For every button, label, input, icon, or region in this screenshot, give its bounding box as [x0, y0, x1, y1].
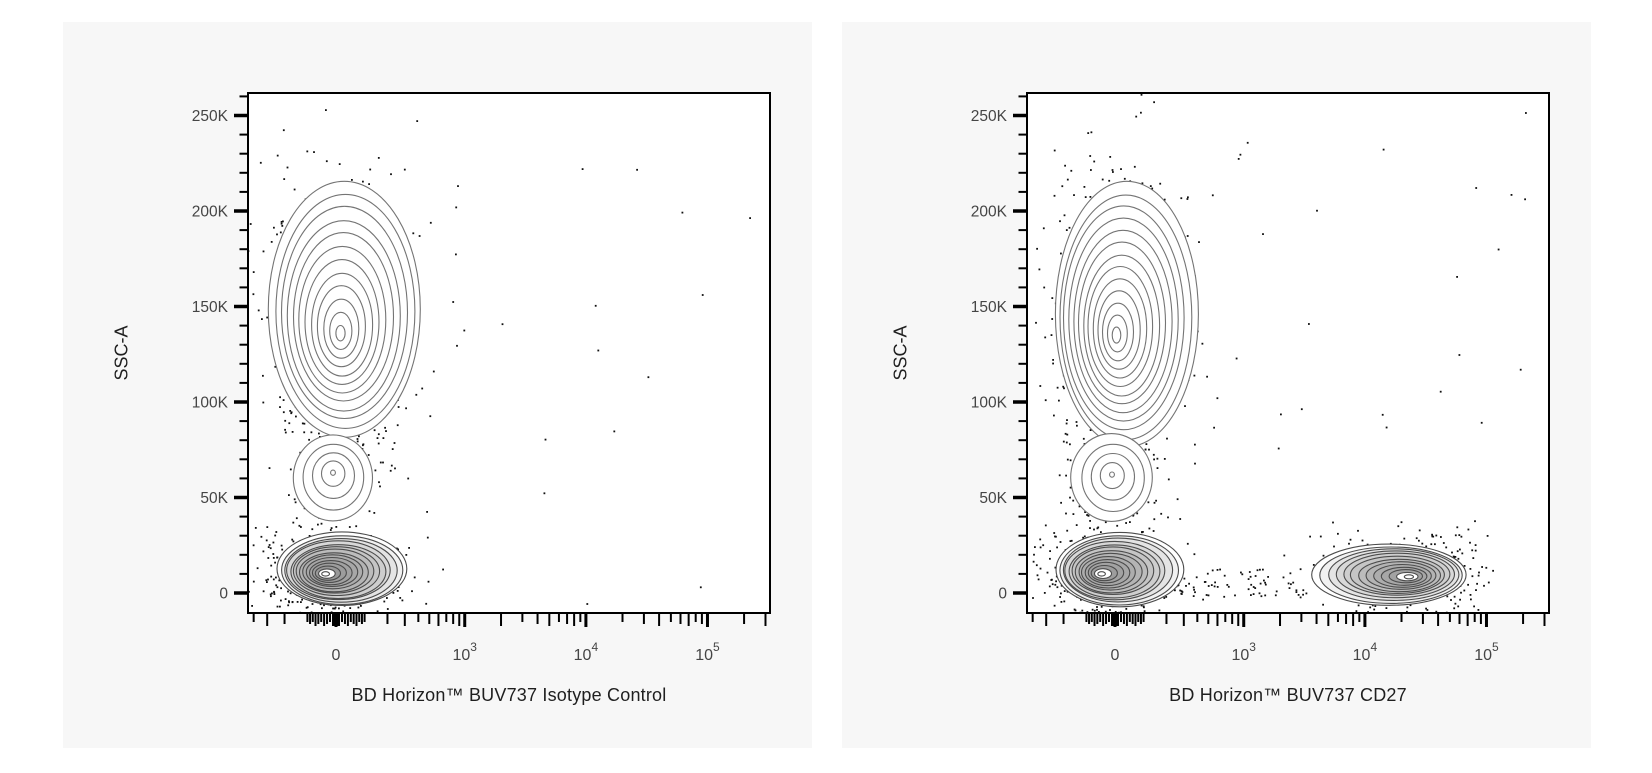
y-axis-ticks	[1013, 95, 1026, 595]
y-tick-label: 100K	[971, 395, 1008, 412]
y-axis-title: SSC-A	[890, 325, 911, 381]
y-tick-label: 0	[219, 586, 228, 603]
x-tick-label: 105	[695, 640, 720, 664]
x-tick-label: 103	[452, 640, 477, 664]
x-tick-label: 0	[1111, 647, 1120, 664]
x-tick-label: 0	[332, 647, 341, 664]
y-tick-label: 50K	[979, 490, 1007, 507]
y-tick-label: 200K	[192, 204, 229, 221]
y-axis-title: SSC-A	[111, 325, 132, 381]
x-tick-label: 104	[574, 640, 599, 664]
x-tick-label: 104	[1353, 640, 1378, 664]
y-axis-ticks	[234, 95, 247, 595]
plot-panel-cd27: 0 103 104 105 0 50K 100K 150K 200K 250K SSC-A BD …	[842, 22, 1591, 748]
plot-frame	[247, 92, 771, 614]
y-tick-label: 200K	[971, 204, 1008, 221]
x-axis-title: BD Horizon™ BUV737 Isotype Control	[351, 685, 667, 705]
x-axis-ticks	[1031, 614, 1546, 627]
x-tick-label: 105	[1474, 640, 1499, 664]
x-axis-title: BD Horizon™ BUV737 CD27	[1169, 685, 1407, 705]
y-tick-label: 0	[998, 586, 1007, 603]
flow-plot-isotype-control: 0 103 104 105 0 50K 100K 150K 200K 250K	[192, 92, 771, 664]
flow-plot-cd27: 0 103 104 105 0 50K 100K 150K 200K 250K	[971, 92, 1550, 664]
y-tick-label: 150K	[971, 299, 1008, 316]
y-tick-label: 50K	[200, 490, 228, 507]
plot-panel-isotype-control: 0 103 104 105 0 50K 100K 150K 200K 250K SSC-A BD …	[63, 22, 812, 748]
y-tick-label: 150K	[192, 299, 229, 316]
x-tick-label: 103	[1231, 640, 1256, 664]
y-tick-label: 250K	[192, 108, 229, 125]
y-tick-label: 100K	[192, 395, 229, 412]
plot-frame	[1026, 92, 1550, 614]
y-tick-label: 250K	[971, 108, 1008, 125]
x-axis-ticks	[252, 614, 767, 627]
contours	[1054, 180, 1467, 608]
contours	[267, 180, 421, 607]
